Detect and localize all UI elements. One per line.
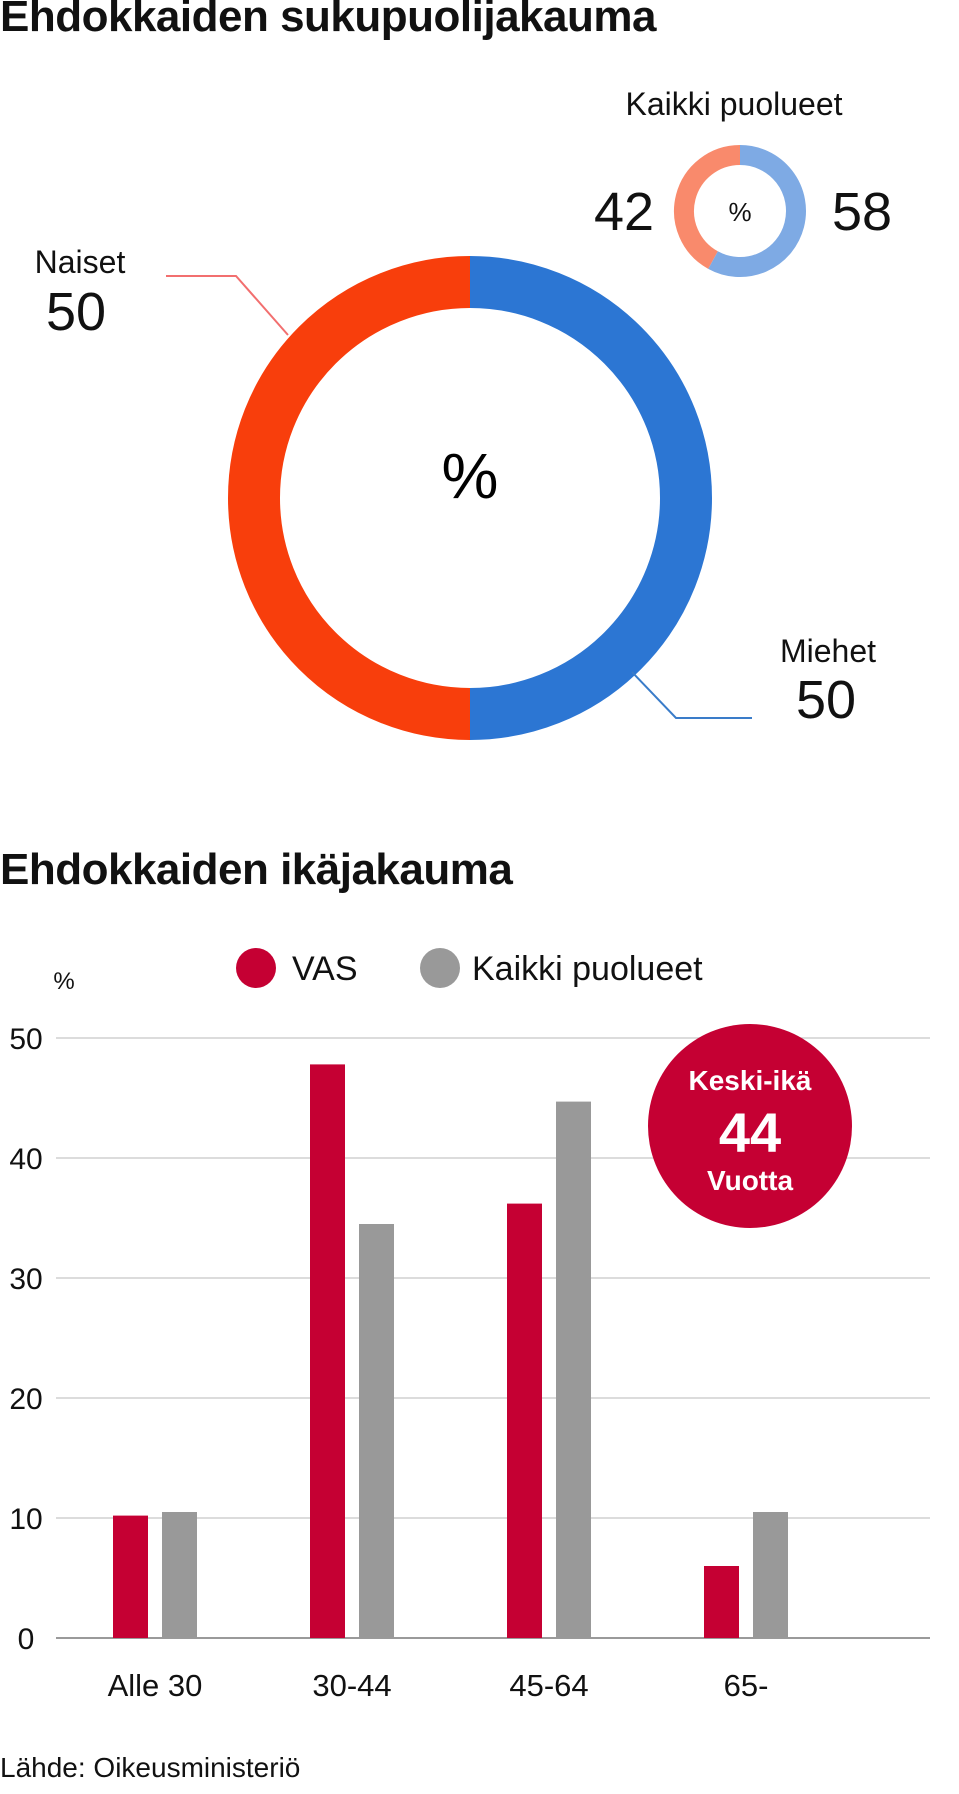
small-donut-slice-naiset <box>674 145 741 269</box>
naiset-value: 50 <box>46 282 106 342</box>
age-bar-chart: % VAS Kaikki puolueet 0 10 20 30 40 50 Alle 3… <box>9 948 930 1703</box>
miehet-callout-line <box>631 671 752 719</box>
main-donut-slice-naiset <box>228 256 471 740</box>
miehet-value: 50 <box>796 670 856 730</box>
legend-all-label: Kaikki puolueet <box>472 950 703 988</box>
x-tick-label-45-64: 45-64 <box>509 1668 588 1703</box>
x-tick-label-65: 65- <box>724 1668 769 1703</box>
small-miehet-value: 58 <box>832 182 892 242</box>
main-donut-slice-miehet <box>469 256 712 740</box>
bar-vas-30-44 <box>310 1064 345 1638</box>
x-labels-layer: Alle 30 30-44 45-64 65- <box>108 1668 769 1703</box>
y-tick-label-30: 30 <box>9 1263 42 1296</box>
gender-chart-title: Ehdokkaiden sukupuolijakauma <box>0 0 656 41</box>
x-tick-label-alle-30: Alle 30 <box>108 1668 203 1703</box>
bar-vas-45-64 <box>507 1203 542 1638</box>
miehet-label: Miehet <box>780 633 876 669</box>
average-age-badge: Keski-ikä 44 Vuotta <box>648 1024 852 1228</box>
bars-layer <box>113 1064 788 1638</box>
bar-kaikki-puolueet-45-64 <box>556 1101 591 1638</box>
bar-vas-alle-30 <box>113 1515 148 1638</box>
y-tick-label-10: 10 <box>9 1503 42 1536</box>
grid-layer: 0 10 20 30 40 50 <box>9 1023 930 1656</box>
small-donut-slice-miehet <box>708 145 806 277</box>
small-donut-center-label: % <box>728 197 751 227</box>
small-naiset-value: 42 <box>594 182 654 242</box>
bar-kaikki-puolueet-30-44 <box>359 1224 394 1638</box>
main-donut-center-label: % <box>442 440 499 512</box>
bar-kaikki-puolueet-alle-30 <box>162 1512 197 1638</box>
y-tick-label-40: 40 <box>9 1143 42 1176</box>
source-note: Lähde: Oikeusministeriö <box>0 1752 301 1783</box>
legend-vas-swatch <box>236 948 276 988</box>
gender-donut-chart: % Naiset 50 Miehet 50 Kaikki puolueet % … <box>35 86 892 740</box>
bar-kaikki-puolueet-65 <box>753 1512 788 1638</box>
x-tick-label-30-44: 30-44 <box>312 1668 391 1703</box>
small-donut-slices <box>674 145 806 277</box>
average-age-badge-unit: Vuotta <box>707 1165 793 1196</box>
average-age-badge-circle <box>648 1024 852 1228</box>
y-axis-unit-label: % <box>53 968 74 995</box>
y-tick-label-20: 20 <box>9 1383 42 1416</box>
naiset-callout-line <box>166 275 289 336</box>
y-tick-label-0: 0 <box>18 1623 35 1656</box>
y-tick-label-50: 50 <box>9 1023 42 1056</box>
legend-all-swatch <box>420 948 460 988</box>
average-age-badge-title: Keski-ikä <box>689 1065 812 1096</box>
bar-vas-65 <box>704 1566 739 1638</box>
age-chart-title: Ehdokkaiden ikäjakauma <box>0 845 513 894</box>
main-donut-slices <box>228 256 712 740</box>
small-donut-title: Kaikki puolueet <box>625 86 842 122</box>
average-age-badge-value: 44 <box>719 1101 781 1164</box>
legend-vas-label: VAS <box>292 950 358 988</box>
naiset-label: Naiset <box>35 244 126 280</box>
